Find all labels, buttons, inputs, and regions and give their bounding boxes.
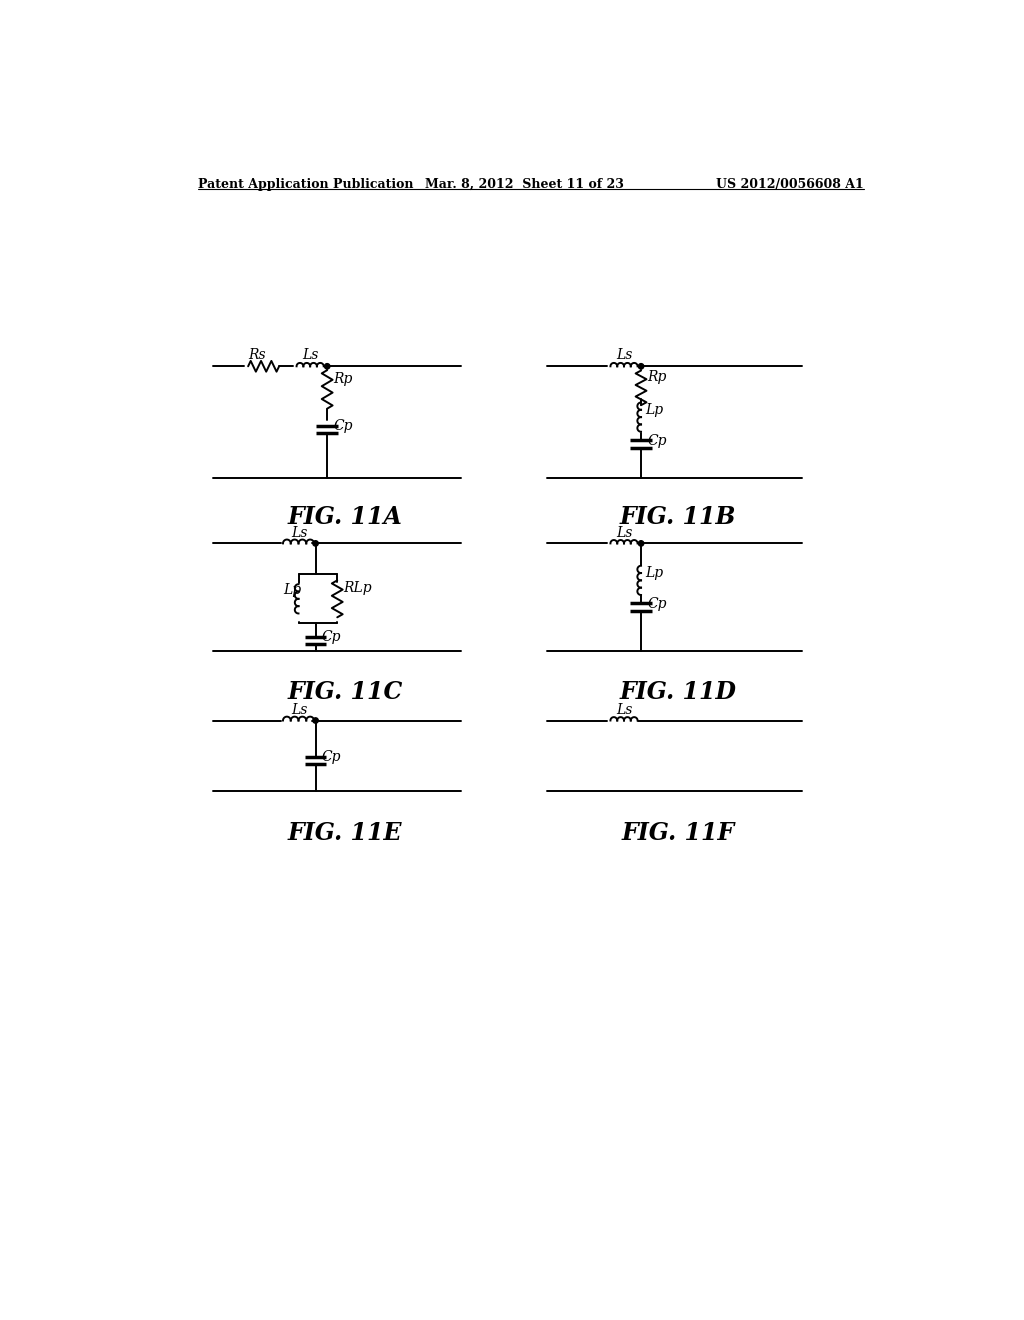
Text: Ls: Ls	[616, 702, 633, 717]
Text: FIG. 11E: FIG. 11E	[288, 821, 402, 845]
Circle shape	[638, 541, 644, 546]
Text: Ls: Ls	[616, 348, 633, 363]
Text: Ls: Ls	[302, 348, 318, 363]
Text: Mar. 8, 2012  Sheet 11 of 23: Mar. 8, 2012 Sheet 11 of 23	[425, 178, 625, 190]
Text: Rp: Rp	[647, 370, 667, 384]
Text: RLp: RLp	[343, 581, 372, 595]
Text: Rs: Rs	[248, 348, 266, 363]
Text: Ls: Ls	[291, 702, 307, 717]
Text: Ls: Ls	[291, 525, 307, 540]
Circle shape	[313, 541, 318, 546]
Circle shape	[313, 718, 318, 723]
Text: Cp: Cp	[322, 630, 341, 644]
Text: Patent Application Publication: Patent Application Publication	[198, 178, 414, 190]
Text: FIG. 11D: FIG. 11D	[620, 681, 736, 705]
Text: Cp: Cp	[647, 434, 667, 447]
Text: FIG. 11A: FIG. 11A	[288, 506, 402, 529]
Text: FIG. 11C: FIG. 11C	[288, 681, 402, 705]
Text: Cp: Cp	[322, 750, 341, 764]
Circle shape	[638, 363, 644, 370]
Text: Lp: Lp	[646, 566, 664, 581]
Text: Lp: Lp	[283, 583, 301, 598]
Text: Ls: Ls	[616, 525, 633, 540]
Text: US 2012/0056608 A1: US 2012/0056608 A1	[717, 178, 864, 190]
Text: Cp: Cp	[647, 597, 667, 611]
Text: FIG. 11B: FIG. 11B	[620, 506, 736, 529]
Text: FIG. 11F: FIG. 11F	[622, 821, 735, 845]
Text: Cp: Cp	[334, 420, 353, 433]
Circle shape	[325, 363, 330, 370]
Text: Lp: Lp	[646, 403, 664, 417]
Text: Rp: Rp	[334, 371, 352, 385]
